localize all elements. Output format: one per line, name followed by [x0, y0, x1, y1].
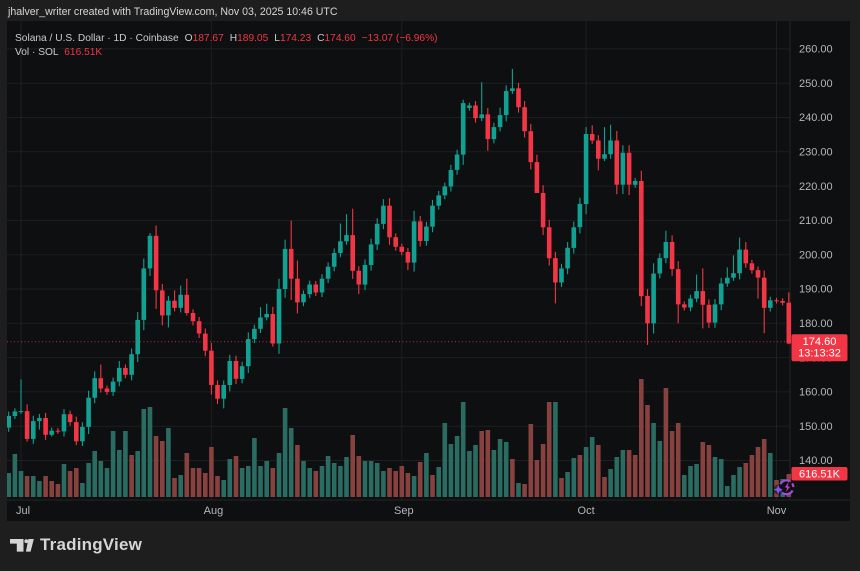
svg-text:200.00: 200.00 [799, 249, 833, 261]
svg-text:Jul: Jul [16, 505, 30, 517]
svg-text:150.00: 150.00 [799, 421, 833, 433]
svg-text:140.00: 140.00 [799, 455, 833, 467]
svg-text:Oct: Oct [578, 505, 595, 517]
svg-text:220.00: 220.00 [799, 181, 833, 193]
svg-text:230.00: 230.00 [799, 147, 833, 159]
svg-text:160.00: 160.00 [799, 387, 833, 399]
svg-text:Sep: Sep [394, 505, 414, 517]
svg-text:174.60: 174.60 [803, 336, 837, 348]
svg-text:180.00: 180.00 [799, 318, 833, 330]
svg-text:240.00: 240.00 [799, 112, 833, 124]
svg-text:13:13:32: 13:13:32 [798, 347, 841, 359]
svg-text:250.00: 250.00 [799, 78, 833, 90]
svg-text:Aug: Aug [204, 505, 224, 517]
svg-text:Nov: Nov [767, 505, 787, 517]
svg-text:616.51K: 616.51K [799, 469, 841, 481]
svg-text:190.00: 190.00 [799, 284, 833, 296]
svg-text:210.00: 210.00 [799, 215, 833, 227]
svg-text:260.00: 260.00 [799, 44, 833, 56]
